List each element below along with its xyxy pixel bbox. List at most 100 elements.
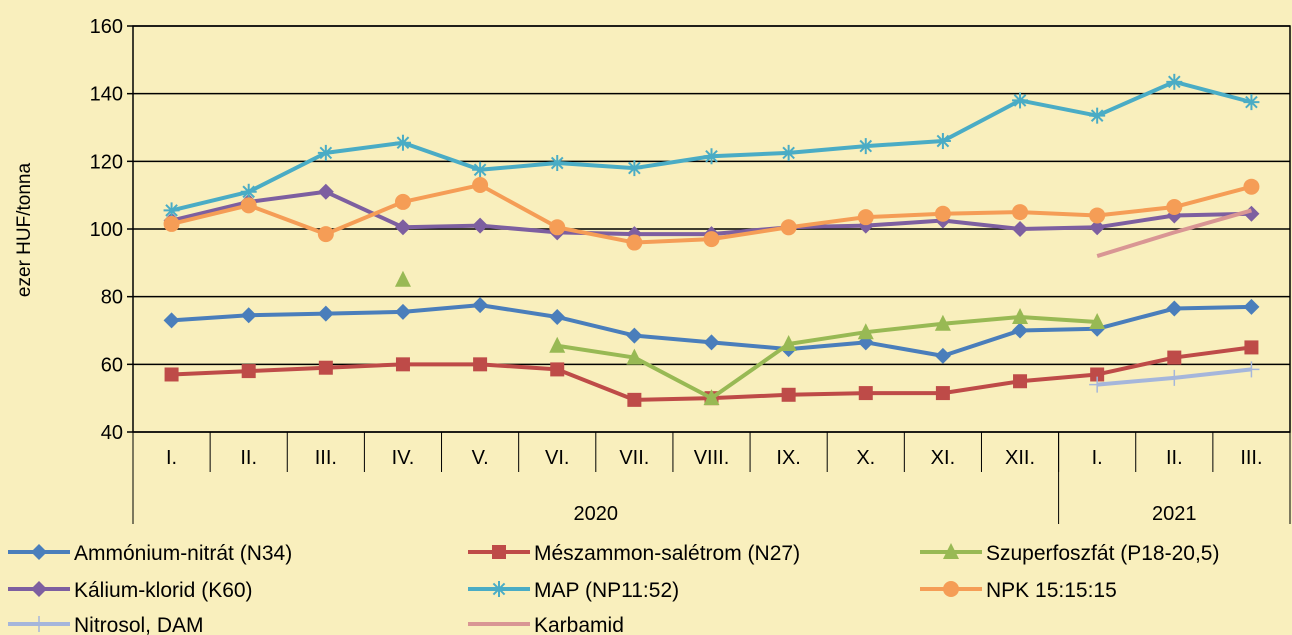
y-tick-label: 60 — [101, 354, 123, 376]
legend-label: MAP (NP11:52) — [534, 579, 679, 602]
data-point — [163, 312, 180, 329]
data-point-stroke — [705, 149, 718, 163]
y-tick-label: 160 — [90, 16, 123, 38]
data-point — [934, 347, 951, 364]
data-point — [317, 226, 334, 243]
data-point — [1243, 94, 1260, 111]
series-7 — [1089, 361, 1260, 393]
legend-item: Szuperfoszfát (P18-20,5) — [920, 542, 1219, 565]
x-tick-label: I. — [1092, 447, 1103, 469]
data-point-stroke — [165, 204, 178, 217]
data-point — [317, 144, 334, 161]
legend-label: Mészammon-salétrom (N27) — [534, 542, 800, 565]
data-point-stroke — [1245, 95, 1258, 109]
data-point — [1089, 107, 1106, 124]
data-point — [549, 308, 566, 325]
data-point-stroke — [242, 185, 256, 199]
data-point — [491, 581, 507, 597]
data-point — [935, 386, 950, 401]
year-label: 2021 — [1152, 503, 1197, 525]
data-point — [1013, 374, 1028, 389]
data-point — [857, 138, 874, 155]
series-6 — [163, 177, 1260, 251]
data-point-stroke — [628, 161, 641, 175]
series-3 — [394, 270, 1106, 406]
legend-label: Ammónium-nitrát (N34) — [74, 542, 292, 565]
data-point — [1012, 322, 1029, 339]
data-point — [1012, 221, 1029, 237]
data-point — [31, 616, 47, 632]
data-point — [1012, 204, 1029, 221]
x-tick-label: VIII. — [694, 447, 730, 469]
data-point — [240, 307, 257, 324]
x-tick-label: II. — [1166, 447, 1183, 469]
series-line — [1096, 208, 1252, 258]
data-point-stroke — [492, 582, 506, 596]
legend-item: NPK 15:15:15 — [920, 579, 1117, 602]
series-1 — [163, 297, 1260, 364]
data-point — [1166, 73, 1183, 90]
data-point — [857, 209, 874, 226]
y-tick-label: 100 — [90, 219, 123, 241]
x-tick-label: VII. — [619, 447, 649, 469]
data-point — [1166, 369, 1183, 386]
x-tick-label: VI. — [545, 447, 569, 469]
data-point — [626, 160, 643, 177]
data-point — [1166, 300, 1183, 317]
data-point — [473, 357, 488, 372]
data-point — [549, 155, 566, 172]
y-axis-label: ezer HUF/tonna — [14, 163, 35, 298]
data-point — [472, 297, 489, 314]
data-point — [703, 231, 720, 248]
data-point — [549, 219, 566, 236]
data-point — [1166, 199, 1183, 216]
data-point — [241, 364, 256, 379]
data-point — [549, 336, 566, 353]
legend-item: MAP (NP11:52) — [468, 579, 679, 602]
y-tick-label: 40 — [101, 422, 123, 444]
legend-item: Ammónium-nitrát (N34) — [8, 542, 292, 565]
data-point — [943, 543, 959, 559]
legend-item: Mészammon-salétrom (N27) — [468, 542, 800, 565]
data-point — [858, 386, 873, 401]
data-point — [472, 217, 489, 234]
y-tick-label: 140 — [90, 84, 123, 106]
data-point — [31, 581, 47, 597]
data-point — [394, 134, 411, 151]
data-point — [934, 133, 951, 150]
legend-label: Nitrosol, DAM — [74, 614, 204, 635]
data-point-stroke — [936, 134, 950, 148]
data-point — [780, 335, 797, 352]
data-point — [1089, 376, 1106, 393]
data-point — [550, 362, 565, 377]
data-point — [472, 177, 489, 194]
data-point — [1243, 298, 1260, 315]
data-point-stroke — [859, 139, 873, 153]
data-point-stroke — [1090, 109, 1104, 122]
data-point — [626, 327, 643, 344]
data-point — [163, 215, 180, 232]
x-tick-label: I. — [166, 447, 177, 469]
x-tick-label: X. — [856, 447, 875, 469]
x-tick-label: IV. — [392, 447, 415, 469]
data-point — [626, 234, 643, 251]
data-point — [1089, 313, 1106, 330]
data-point — [627, 392, 642, 407]
year-label: 2020 — [574, 503, 619, 525]
data-point — [780, 219, 797, 236]
series-layer — [163, 73, 1260, 407]
data-point — [164, 367, 179, 382]
legend-item: Kálium-klorid (K60) — [8, 579, 253, 602]
data-point-stroke — [319, 146, 333, 160]
data-point — [31, 544, 47, 560]
data-point — [472, 161, 489, 178]
x-tick-label: V. — [472, 447, 489, 469]
x-tick-label: IX. — [776, 447, 800, 469]
series-line — [171, 79, 1252, 213]
y-tick-label: 120 — [90, 151, 123, 173]
data-point — [626, 348, 643, 365]
data-point — [780, 144, 797, 161]
legend-item: Karbamid — [468, 614, 624, 635]
x-axis: I. II. III. IV. V. VI. VII. VIII. IX. X. XI. XII. I.… — [132, 432, 1291, 525]
